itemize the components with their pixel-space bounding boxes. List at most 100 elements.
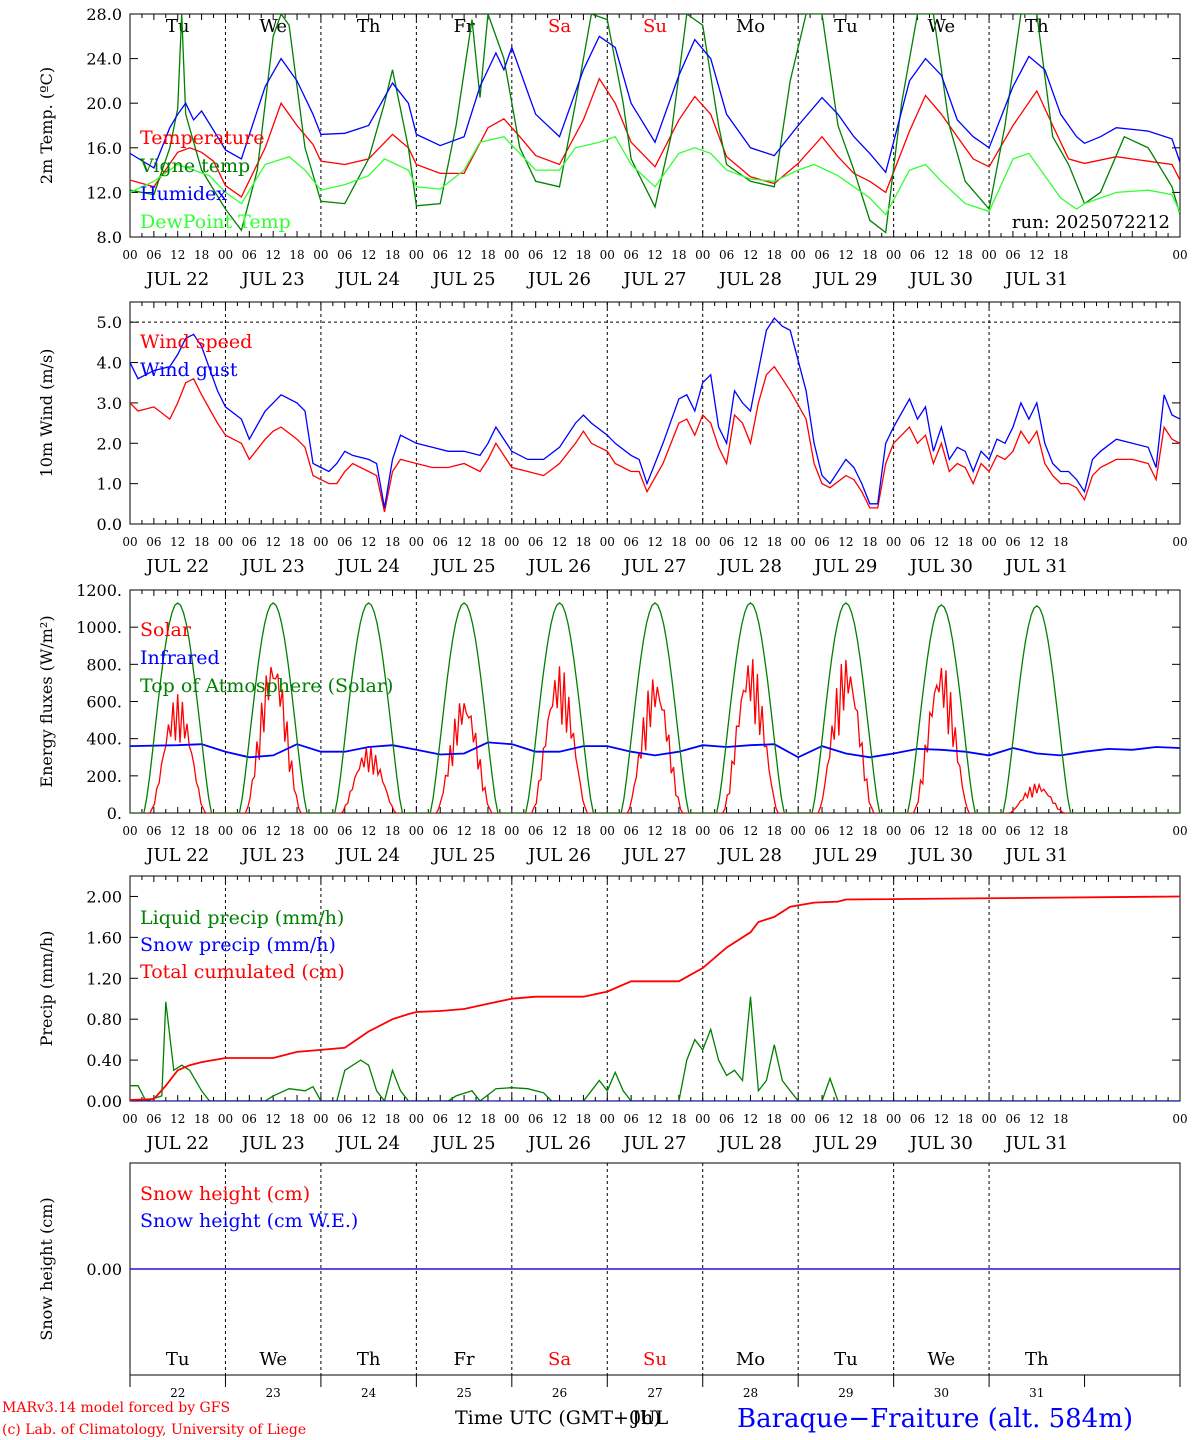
y-tick-label: 1.20: [86, 969, 122, 988]
hour-label: 12: [838, 1112, 853, 1126]
hour-label: 06: [623, 535, 638, 549]
hour-label: 00: [886, 535, 901, 549]
date-label: JUL 25: [431, 556, 496, 577]
hour-label: 00: [1172, 535, 1187, 549]
date-label: JUL 26: [526, 269, 591, 290]
hour-label: 18: [958, 248, 973, 262]
hour-label: 06: [719, 1112, 734, 1126]
date-label: JUL 27: [622, 1133, 687, 1154]
hour-label: 06: [433, 535, 448, 549]
hour-label: 06: [719, 824, 734, 838]
y-axis-title: 2m Temp. (ºC): [37, 67, 56, 184]
hour-label: 06: [1005, 1112, 1020, 1126]
hour-label: 12: [1029, 824, 1044, 838]
date-label: JUL 28: [717, 845, 782, 866]
date-label: JUL 29: [812, 1133, 877, 1154]
hour-label: 12: [743, 248, 758, 262]
hour-label: 00: [695, 824, 710, 838]
hour-label: 00: [695, 248, 710, 262]
hour-label: 00: [791, 248, 806, 262]
legend-entry: Humidex: [140, 183, 227, 205]
day-number: 27: [647, 1386, 662, 1400]
panel-2: 0.0 1.0 2.0 3.0 4.0 5.0 10m Wind (m/s) 00 06 12 18…: [37, 301, 1188, 577]
hour-label: 12: [1029, 535, 1044, 549]
y-tick-label: 3.0: [97, 394, 122, 413]
hour-label: 00: [981, 248, 996, 262]
hour-label: 06: [433, 248, 448, 262]
hour-label: 00: [313, 824, 328, 838]
hour-label: 18: [385, 1112, 400, 1126]
hour-label: 06: [242, 535, 257, 549]
weekday-label: Th: [357, 16, 381, 37]
hour-label: 00: [122, 1112, 137, 1126]
hour-label: 12: [552, 248, 567, 262]
y-tick-label: 2.0: [97, 434, 122, 453]
day-number: 22: [170, 1386, 185, 1400]
weekday-label: We: [928, 1349, 956, 1370]
hour-label: 06: [528, 248, 543, 262]
run-label: run: 2025072212: [1012, 212, 1170, 233]
series-line-temperature: [130, 77, 1180, 198]
hour-label: 12: [838, 248, 853, 262]
weekday-label: Tu: [834, 1349, 858, 1370]
hour-label: 00: [409, 248, 424, 262]
hour-label: 18: [862, 248, 877, 262]
weekday-label: Fr: [454, 1349, 475, 1370]
hour-label: 06: [719, 248, 734, 262]
y-tick-label: 0.00: [86, 1260, 122, 1279]
date-label: JUL 30: [908, 269, 973, 290]
date-label: JUL 28: [717, 269, 782, 290]
hour-label: 00: [695, 1112, 710, 1126]
hour-label: 12: [266, 535, 281, 549]
hour-label: 18: [480, 1112, 495, 1126]
date-label: JUL 25: [431, 845, 496, 866]
weekday-label: Tu: [166, 16, 190, 37]
hour-label: 06: [528, 1112, 543, 1126]
hour-label: 06: [146, 248, 161, 262]
hour-label: 12: [934, 248, 949, 262]
hour-label: 12: [1029, 1112, 1044, 1126]
hour-label: 06: [910, 248, 925, 262]
hour-label: 12: [838, 824, 853, 838]
hour-label: 12: [934, 1112, 949, 1126]
panel-4: 0.00 0.40 0.80 1.20 1.60 2.00 Precip (mm/h) 00 0…: [37, 875, 1188, 1154]
hour-label: 06: [337, 535, 352, 549]
weekday-label: Th: [357, 1349, 381, 1370]
hour-label: 12: [552, 1112, 567, 1126]
y-tick-label: 28.0: [86, 5, 122, 24]
y-tick-label: 5.0: [97, 313, 122, 332]
hour-label: 06: [242, 1112, 257, 1126]
hour-label: 00: [886, 1112, 901, 1126]
date-label: JUL 24: [335, 1133, 400, 1154]
legend-entry: Solar: [140, 619, 192, 641]
date-label: JUL 23: [240, 845, 305, 866]
hour-label: 18: [767, 248, 782, 262]
hour-label: 12: [647, 535, 662, 549]
hour-label: 18: [194, 824, 209, 838]
hour-label: 06: [910, 535, 925, 549]
hour-label: 12: [361, 535, 376, 549]
hour-label: 18: [480, 535, 495, 549]
weekday-label: We: [259, 1349, 287, 1370]
hour-label: 18: [958, 824, 973, 838]
hour-label: 12: [456, 535, 471, 549]
hour-label: 00: [313, 248, 328, 262]
panel-3: 0. 200. 400. 600. 800. 1000. 1200. Energy fluxe…: [37, 581, 1188, 866]
hour-label: 18: [385, 535, 400, 549]
hour-label: 12: [934, 824, 949, 838]
hour-label: 00: [504, 824, 519, 838]
hour-label: 18: [289, 248, 304, 262]
date-label: JUL 22: [144, 269, 209, 290]
plot-frame: [129, 13, 1181, 238]
hour-label: 18: [194, 535, 209, 549]
hour-label: 00: [313, 1112, 328, 1126]
hour-label: 18: [576, 1112, 591, 1126]
hour-label: 18: [194, 1112, 209, 1126]
y-tick-label: 0.40: [86, 1051, 122, 1070]
hour-label: 12: [743, 824, 758, 838]
hour-label: 00: [218, 824, 233, 838]
day-number: 24: [361, 1386, 377, 1400]
hour-label: 12: [647, 824, 662, 838]
hour-label: 12: [170, 535, 185, 549]
y-tick-label: 0.00: [86, 1092, 122, 1111]
